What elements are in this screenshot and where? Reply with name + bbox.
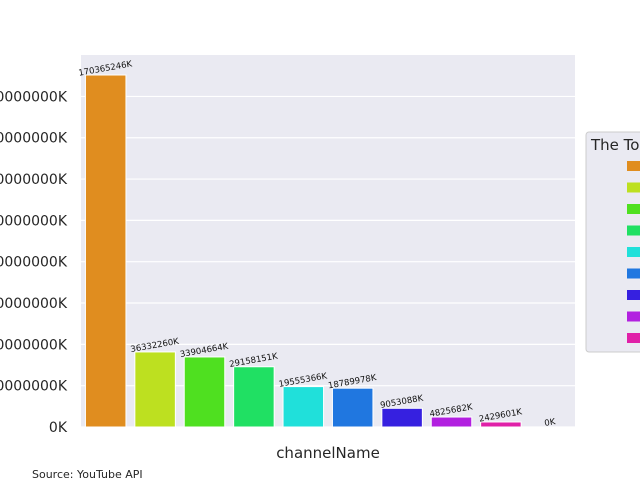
y-tick-label: 0000000K — [0, 255, 68, 271]
bar — [282, 386, 325, 428]
legend: The To — [585, 131, 640, 353]
legend-box — [585, 131, 640, 353]
legend-swatch — [627, 225, 640, 236]
y-tick-label: 0000000K — [0, 337, 68, 353]
x-axis-label: channelName — [276, 444, 380, 462]
y-tick-label: 0000000K — [0, 172, 68, 188]
y-tick-label: 0000000K — [0, 89, 68, 105]
bar — [381, 407, 423, 428]
y-tick-label: 0000000K — [0, 131, 68, 147]
y-tick-label: 0000000K — [0, 213, 68, 229]
legend-swatch — [627, 311, 640, 322]
legend-title: The To — [590, 136, 639, 154]
y-tick-label: 0000000K — [0, 296, 68, 312]
legend-swatch — [627, 247, 640, 257]
bar — [430, 416, 473, 428]
data-label: 0K — [544, 417, 557, 429]
legend-items — [627, 161, 640, 343]
y-tick-label: 0000000K — [0, 379, 68, 395]
bar — [134, 351, 176, 428]
legend-swatch — [627, 290, 640, 300]
legend-swatch — [627, 333, 640, 343]
bars — [84, 74, 522, 428]
bar — [233, 366, 275, 428]
bar — [331, 387, 374, 428]
y-axis-ticks: 0K 0000000K 0000000K 0000000K 0000000K 000000… — [0, 89, 68, 436]
bar — [480, 421, 522, 428]
legend-swatch — [627, 204, 640, 214]
y-tick-label: 0K — [49, 420, 68, 436]
legend-swatch — [627, 182, 640, 193]
bar — [84, 74, 127, 428]
bar — [183, 356, 226, 428]
legend-swatch — [627, 268, 640, 279]
source-note: Source: YouTube API — [32, 468, 143, 480]
legend-swatch — [627, 161, 640, 171]
